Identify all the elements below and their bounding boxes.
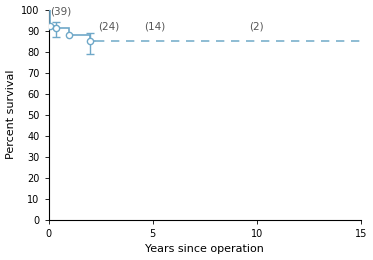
Y-axis label: Percent survival: Percent survival xyxy=(6,70,16,159)
Text: (14): (14) xyxy=(144,22,166,32)
Text: (39): (39) xyxy=(51,7,72,17)
X-axis label: Years since operation: Years since operation xyxy=(145,244,264,255)
Text: (24): (24) xyxy=(98,22,120,32)
Text: (2): (2) xyxy=(249,22,263,32)
